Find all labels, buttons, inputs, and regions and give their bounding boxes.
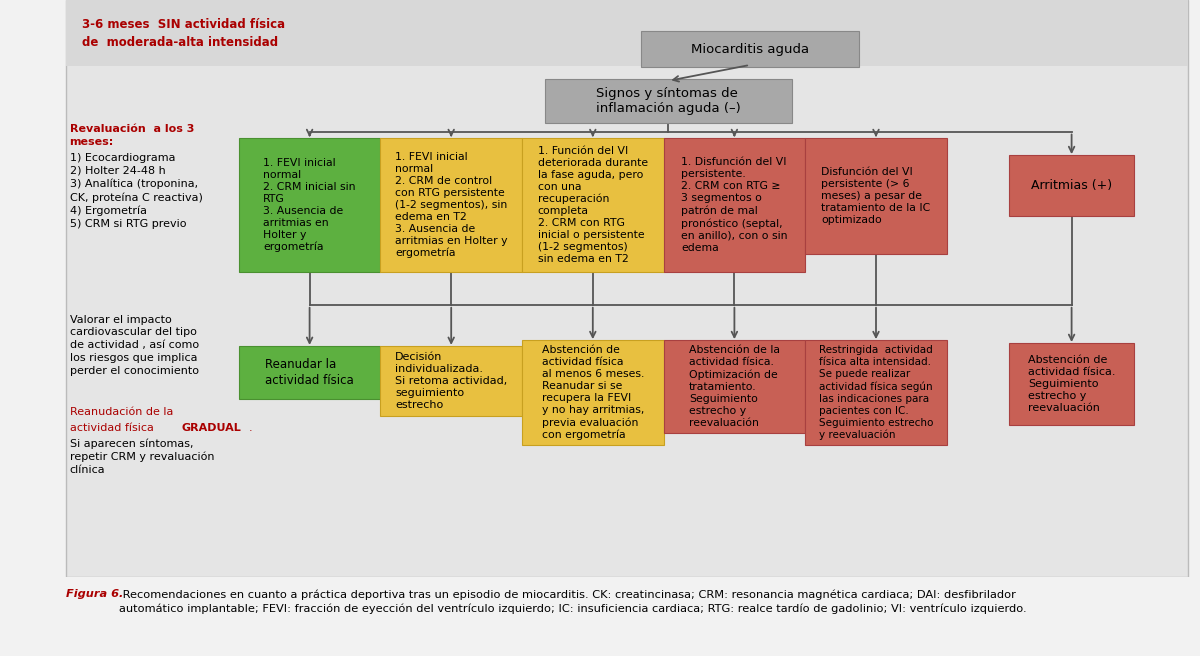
Text: Decisión
individualizada.
Si retoma actividad,
seguimiento
estrecho: Decisión individualizada. Si retoma acti… xyxy=(395,352,508,410)
FancyBboxPatch shape xyxy=(545,79,792,123)
Text: Signos y síntomas de
inflamación aguda (–): Signos y síntomas de inflamación aguda (… xyxy=(596,87,740,115)
FancyBboxPatch shape xyxy=(522,340,664,445)
FancyBboxPatch shape xyxy=(641,31,859,67)
Text: Restringida  actividad
física alta intensidad.
Se puede realizar
actividad físic: Restringida actividad física alta intens… xyxy=(818,345,934,440)
FancyBboxPatch shape xyxy=(664,340,805,433)
FancyBboxPatch shape xyxy=(66,0,1188,577)
Text: GRADUAL: GRADUAL xyxy=(181,422,241,432)
FancyBboxPatch shape xyxy=(66,0,1188,66)
Text: actividad física: actividad física xyxy=(70,422,157,432)
FancyBboxPatch shape xyxy=(805,138,947,255)
FancyBboxPatch shape xyxy=(805,340,947,445)
FancyBboxPatch shape xyxy=(380,138,522,272)
Text: Abstención de
actividad física
al menos 6 meses.
Reanudar si se
recupera la FEVI: Abstención de actividad física al menos … xyxy=(541,345,644,440)
Text: 1. FEVI inicial
normal
2. CRM de control
con RTG persistente
(1-2 segmentos), si: 1. FEVI inicial normal 2. CRM de control… xyxy=(395,152,508,258)
Text: Miocarditis aguda: Miocarditis aguda xyxy=(691,43,809,56)
Text: Recomendaciones en cuanto a práctica deportiva tras un episodio de miocarditis. : Recomendaciones en cuanto a práctica dep… xyxy=(119,590,1026,614)
Text: Arritmias (+): Arritmias (+) xyxy=(1031,179,1112,192)
Text: Abstención de
actividad física.
Seguimiento
estrecho y
reevaluación: Abstención de actividad física. Seguimie… xyxy=(1028,355,1115,413)
Text: 3-6 meses  SIN actividad física
de  moderada-alta intensidad: 3-6 meses SIN actividad física de modera… xyxy=(82,18,284,49)
Text: Revaluación  a los 3
meses:: Revaluación a los 3 meses: xyxy=(70,124,194,147)
Text: 1. FEVI inicial
normal
2. CRM inicial sin
RTG
3. Ausencia de
arritmias en
Holter: 1. FEVI inicial normal 2. CRM inicial si… xyxy=(263,157,356,253)
Text: Figura 6.: Figura 6. xyxy=(66,590,124,600)
Text: 1. Disfunción del VI
persistente.
2. CRM con RTG ≥
3 segmentos o
patrón de mal
p: 1. Disfunción del VI persistente. 2. CRM… xyxy=(682,157,787,253)
Text: 1. Función del VI
deteriorada durante
la fase aguda, pero
con una
recuperación
c: 1. Función del VI deteriorada durante la… xyxy=(538,146,648,264)
Text: Abstención de la
actividad física.
Optimización de
tratamiento.
Seguimiento
estr: Abstención de la actividad física. Optim… xyxy=(689,346,780,428)
FancyBboxPatch shape xyxy=(1009,343,1134,424)
Text: Reanudación de la: Reanudación de la xyxy=(70,407,173,417)
Text: Si aparecen síntomas,
repetir CRM y revaluación
clínica: Si aparecen síntomas, repetir CRM y reva… xyxy=(70,438,214,475)
FancyBboxPatch shape xyxy=(522,138,664,272)
FancyBboxPatch shape xyxy=(380,346,522,416)
Text: Disfunción del VI
persistente (> 6
meses) a pesar de
tratamiento de la IC
optimi: Disfunción del VI persistente (> 6 meses… xyxy=(821,167,931,225)
Text: 1) Ecocardiograma
2) Holter 24-48 h
3) Analítica (troponina,
CK, proteína C reac: 1) Ecocardiograma 2) Holter 24-48 h 3) A… xyxy=(70,153,203,229)
Text: Reanudar la
actividad física: Reanudar la actividad física xyxy=(265,358,354,386)
FancyBboxPatch shape xyxy=(1009,155,1134,216)
Text: Valorar el impacto
cardiovascular del tipo
de actividad , así como
los riesgos q: Valorar el impacto cardiovascular del ti… xyxy=(70,315,199,376)
FancyBboxPatch shape xyxy=(664,138,805,272)
FancyBboxPatch shape xyxy=(239,346,380,399)
FancyBboxPatch shape xyxy=(239,138,380,272)
Text: .: . xyxy=(248,422,252,432)
